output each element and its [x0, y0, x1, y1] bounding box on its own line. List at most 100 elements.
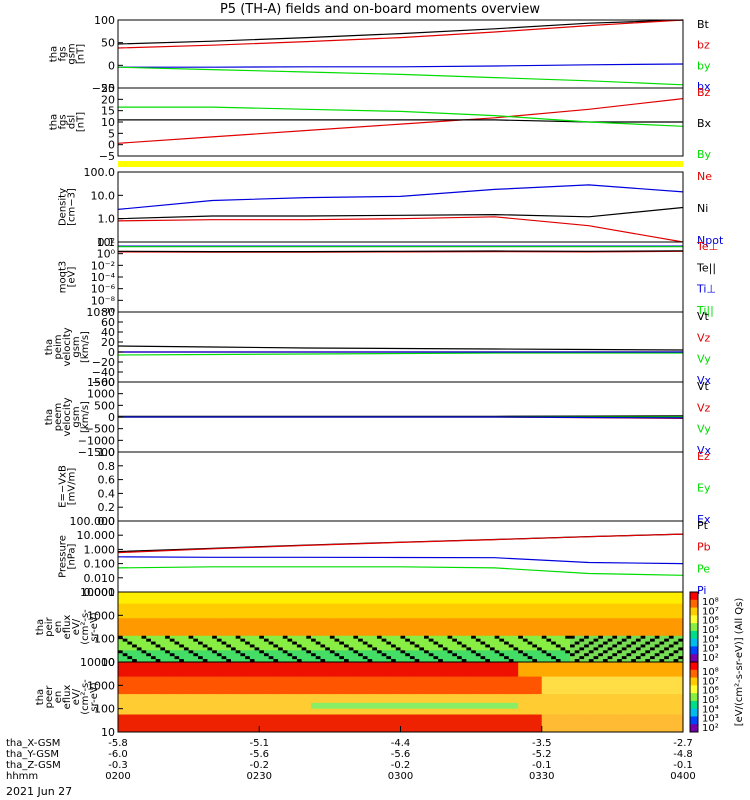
spectrogram-cell — [452, 597, 458, 602]
spectrogram-cell — [602, 632, 609, 637]
spectrogram-cell — [141, 632, 147, 637]
spectrogram-cell — [325, 673, 331, 678]
spectrogram-cell — [240, 729, 246, 733]
spectrogram-cell — [400, 694, 406, 698]
spectrogram-cell — [221, 682, 227, 686]
spectrogram-cell — [212, 714, 218, 718]
spectrogram-cell — [664, 647, 670, 651]
spectrogram-cell — [193, 726, 199, 730]
spectrogram-cell — [504, 629, 510, 634]
spectrogram-cell — [306, 685, 312, 689]
spectrogram-cell — [245, 711, 251, 715]
spectrogram-cell — [320, 603, 326, 608]
spectrogram-cell — [376, 711, 383, 715]
spectrogram-cell — [414, 682, 420, 686]
spectrogram-cell — [268, 726, 274, 730]
spectrogram-cell — [485, 615, 491, 619]
spectrogram-cell — [391, 632, 397, 637]
spectrogram-cell — [376, 594, 383, 599]
spectrogram-cell — [584, 603, 590, 608]
spectrogram-cell — [447, 644, 453, 648]
spectrogram-cell — [400, 653, 406, 657]
spectrogram-cell — [155, 609, 161, 613]
spectrogram-cell — [480, 618, 486, 622]
spectrogram-cell — [409, 659, 416, 663]
spectrogram-cell — [678, 618, 684, 622]
spectrogram-cell — [602, 627, 609, 631]
spectrogram-cell — [428, 720, 434, 724]
spectrogram-cell — [212, 711, 218, 715]
spectrogram-cell — [273, 621, 279, 625]
spectrogram-cell — [654, 615, 660, 619]
spectrogram-cell — [315, 720, 321, 724]
spectrogram-cell — [278, 632, 284, 637]
spectrogram-cell — [193, 688, 199, 692]
spectrogram-cell — [141, 679, 147, 683]
spectrogram-cell — [160, 609, 166, 613]
spectrogram-cell — [169, 612, 175, 616]
spectrogram-cell — [259, 650, 265, 654]
spectrogram-cell — [188, 720, 194, 724]
legend-label: Te|| — [696, 261, 716, 274]
spectrogram-cell — [188, 699, 194, 704]
spectrogram-cell — [405, 612, 411, 616]
spectrogram-cell — [438, 688, 444, 692]
spectrogram-cell — [301, 638, 307, 643]
spectrogram-cell — [565, 594, 571, 599]
spectrogram-cell — [565, 600, 571, 605]
spectrogram-cell — [353, 621, 359, 625]
spectrogram-cell — [146, 600, 152, 605]
spectrogram-cell — [381, 592, 387, 596]
spectrogram-cell — [306, 659, 312, 663]
spectrogram-cell — [320, 612, 326, 616]
spectrogram-cell — [169, 603, 175, 608]
spectrogram-cell — [480, 720, 486, 724]
spectrogram-cell — [296, 697, 303, 701]
spectrogram-cell — [659, 650, 665, 654]
spectrogram-cell — [513, 659, 519, 663]
spectrogram-cell — [367, 729, 373, 733]
spectrogram-cell — [433, 629, 439, 634]
spectrogram-cell — [405, 688, 411, 692]
spectrogram-cell — [273, 702, 279, 707]
spectrogram-cell — [504, 621, 510, 625]
spectrogram-cell — [155, 697, 161, 701]
spectrogram-cell — [485, 688, 491, 692]
spectrogram-cell — [537, 644, 543, 648]
spectrogram-cell — [344, 603, 350, 608]
spectrogram-cell — [471, 726, 477, 730]
spectrogram-cell — [231, 641, 237, 645]
spectrogram-cell — [249, 641, 256, 645]
spectrogram-cell — [198, 638, 204, 643]
y-axis-label: gsm — [67, 43, 78, 64]
series-line-Ni — [117, 206, 684, 220]
spectrogram-cell — [240, 697, 246, 701]
spectrogram-cell — [433, 650, 439, 654]
spectrogram-cell — [292, 714, 298, 718]
spectrogram-cell — [362, 653, 369, 657]
spectrogram-cell — [174, 650, 180, 654]
spectrogram-cell — [570, 612, 576, 616]
spectrogram-cell — [471, 699, 477, 704]
spectrogram-cell — [386, 664, 392, 669]
spectrogram-cell — [146, 650, 152, 654]
spectrogram-cell — [367, 717, 373, 721]
spectrogram-cell — [621, 656, 627, 660]
spectrogram-cell — [461, 600, 467, 605]
spectrogram-cell — [428, 688, 434, 692]
spectrogram-cell — [551, 624, 557, 628]
spectrogram-cell — [263, 688, 270, 692]
legend-label: Ey — [697, 482, 711, 495]
spectrogram-cell — [442, 679, 449, 683]
spectrogram-cell — [193, 653, 199, 657]
spectrogram-cell — [593, 659, 599, 663]
spectrogram-cell — [216, 685, 223, 689]
spectrogram-cell — [593, 600, 599, 605]
spectrogram-cell — [221, 699, 227, 704]
spectrogram-cell — [311, 726, 317, 730]
spectrogram-cell — [278, 720, 284, 724]
spectrogram-cell — [433, 638, 439, 643]
spectrogram-cell — [640, 638, 646, 643]
spectrogram-cell — [329, 635, 336, 640]
spectrogram-cell — [602, 618, 609, 622]
